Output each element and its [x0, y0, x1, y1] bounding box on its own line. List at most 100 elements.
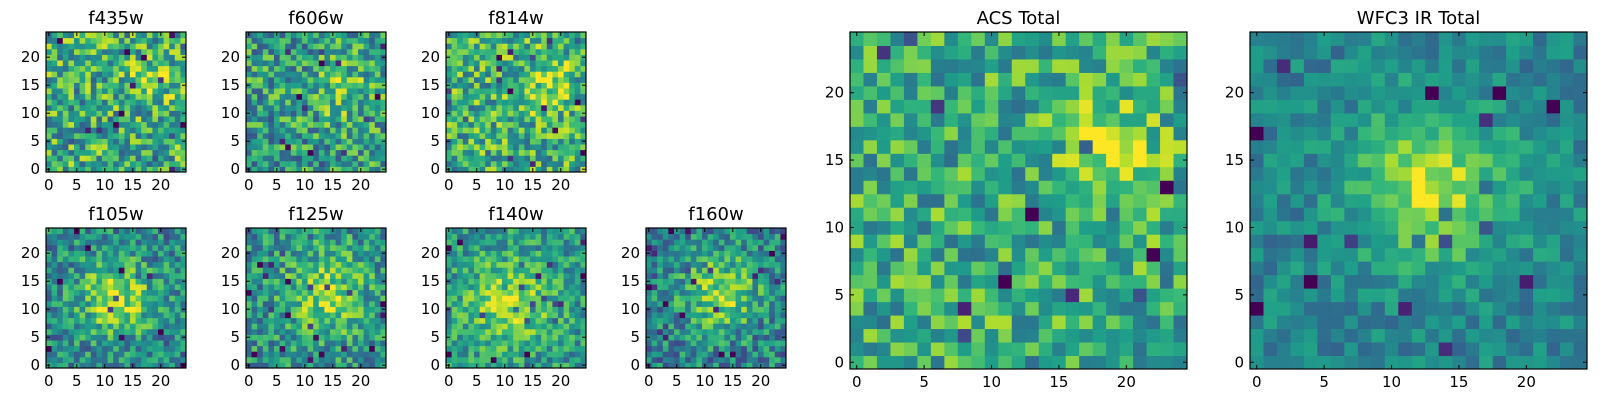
heatmap-cell: [163, 54, 170, 61]
heatmap-cell: [530, 356, 537, 363]
heatmap-cell: [369, 32, 376, 39]
heatmap-cell: [307, 284, 314, 291]
heatmap-cell: [530, 345, 537, 352]
heatmap-cell: [346, 317, 353, 324]
heatmap-cell: [752, 228, 759, 235]
heatmap-cell: [462, 228, 469, 235]
heatmap-cell: [446, 37, 453, 44]
heatmap-cell: [735, 334, 742, 341]
heatmap-cell: [107, 110, 114, 117]
heatmap-cell: [530, 306, 537, 313]
heatmap-cell: [279, 76, 286, 83]
heatmap-cell: [657, 233, 664, 240]
heatmap-cell: [541, 345, 548, 352]
heatmap-cell: [369, 345, 376, 352]
heatmap-cell: [479, 43, 486, 50]
heatmap-cell: [763, 278, 770, 285]
heatmap-cell: [485, 256, 492, 263]
heatmap-cell: [668, 345, 675, 352]
heatmap-cell: [352, 351, 359, 358]
heatmap-cell: [46, 233, 53, 240]
heatmap-cell: [850, 180, 864, 195]
heatmap-cell: [358, 54, 365, 61]
heatmap-cell: [279, 82, 286, 89]
heatmap-cell: [369, 272, 376, 279]
heatmap-cell: [1160, 301, 1175, 316]
heatmap-cell: [369, 328, 376, 335]
heatmap-cell: [96, 272, 103, 279]
heatmap-cell: [369, 88, 376, 95]
heatmap-cell: [363, 312, 370, 319]
heatmap-cell: [363, 244, 370, 251]
heatmap-cell: [468, 233, 475, 240]
heatmap-cell: [363, 43, 370, 50]
heatmap-cell: [302, 284, 309, 291]
heatmap-cell: [158, 160, 165, 167]
heatmap-cell: [324, 323, 331, 330]
heatmap-cell: [46, 345, 53, 352]
heatmap-cell: [468, 155, 475, 162]
heatmap-cell: [262, 317, 269, 324]
heatmap-cell: [296, 239, 303, 246]
heatmap-cell: [324, 104, 331, 111]
heatmap-cell: [180, 104, 187, 111]
panel-title: f140w: [488, 204, 543, 225]
heatmap-cell: [152, 261, 159, 268]
heatmap-cell: [279, 160, 286, 167]
heatmap-cell: [118, 160, 125, 167]
heatmap-cell: [79, 82, 86, 89]
heatmap-cell: [79, 149, 86, 156]
heatmap-cell: [758, 256, 765, 263]
heatmap-cell: [930, 180, 945, 195]
heatmap-cell: [79, 328, 86, 335]
heatmap-cell: [380, 99, 387, 106]
heatmap-cell: [251, 43, 258, 50]
heatmap-cell: [113, 239, 120, 246]
heatmap-cell: [730, 239, 737, 246]
heatmap-cell: [62, 267, 69, 274]
x-tick-label: 15: [723, 372, 742, 390]
heatmap-cell: [1038, 315, 1053, 330]
heatmap-cell: [724, 312, 731, 319]
heatmap-cell: [85, 104, 92, 111]
heatmap-cell: [174, 116, 181, 123]
heatmap-cell: [68, 82, 75, 89]
heatmap-cell: [490, 116, 497, 123]
heatmap-cell: [496, 284, 503, 291]
heatmap-cell: [1038, 234, 1053, 249]
heatmap-cell: [569, 104, 576, 111]
heatmap-cell: [451, 312, 458, 319]
heatmap-cell: [690, 284, 697, 291]
heatmap-cell: [696, 272, 703, 279]
heatmap-cell: [124, 244, 131, 251]
heatmap-cell: [130, 127, 137, 134]
heatmap-cell: [369, 82, 376, 89]
heatmap-cell: [180, 239, 187, 246]
heatmap-cell: [685, 356, 692, 363]
heatmap-cell: [380, 351, 387, 358]
heatmap-cell: [341, 306, 348, 313]
heatmap-cell: [574, 228, 581, 235]
heatmap-cell: [707, 334, 714, 341]
heatmap-cell: [518, 155, 525, 162]
heatmap-cell: [268, 166, 275, 173]
heatmap-cell: [158, 116, 165, 123]
heatmap-cell: [513, 127, 520, 134]
heatmap-cell: [752, 306, 759, 313]
heatmap-cell: [102, 278, 109, 285]
heatmap-cell: [530, 88, 537, 95]
heatmap-cell: [180, 295, 187, 302]
heatmap-cell: [735, 328, 742, 335]
heatmap-cell: [890, 274, 905, 289]
heatmap-cell: [180, 284, 187, 291]
heatmap-cell: [696, 289, 703, 296]
heatmap-cell: [490, 166, 497, 173]
heatmap-cell: [251, 284, 258, 291]
heatmap-cell: [107, 300, 114, 307]
heatmap-cell: [674, 340, 681, 347]
heatmap-cell: [998, 220, 1013, 235]
heatmap-cell: [474, 160, 481, 167]
heatmap-cell: [690, 356, 697, 363]
heatmap-cell: [68, 239, 75, 246]
heatmap-cell: [251, 295, 258, 302]
